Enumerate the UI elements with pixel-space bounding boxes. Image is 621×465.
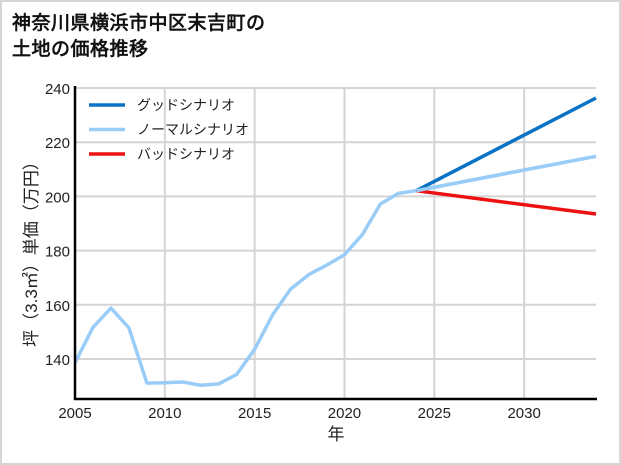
legend-label: ノーマルシナリオ bbox=[137, 122, 249, 138]
series-line bbox=[416, 188, 597, 216]
x-tick-label: 2015 bbox=[238, 405, 271, 422]
x-tick-label: 2025 bbox=[418, 405, 451, 422]
y-tick-label: 200 bbox=[45, 189, 70, 206]
series-line bbox=[73, 154, 597, 388]
y-axis-label: 坪（3.3㎡）単価（万円） bbox=[22, 153, 41, 347]
data-series bbox=[73, 96, 597, 388]
y-tick-label: 240 bbox=[45, 81, 70, 98]
series-line bbox=[415, 96, 597, 193]
x-axis-label: 年 bbox=[328, 425, 345, 444]
y-tick-label: 180 bbox=[45, 244, 70, 261]
y-tick-label: 220 bbox=[45, 135, 70, 152]
legend-label: バッドシナリオ bbox=[137, 146, 235, 162]
y-tick-label: 140 bbox=[45, 352, 70, 369]
legend-label: グッドシナリオ bbox=[137, 97, 235, 113]
x-tick-label: 2005 bbox=[58, 405, 91, 422]
x-tick-label: 2010 bbox=[148, 405, 181, 422]
chart-title: 神奈川県横浜市中区末吉町の 土地の価格推移 bbox=[12, 12, 266, 60]
x-tick-label: 2030 bbox=[507, 405, 540, 422]
series-line-normal-projection bbox=[416, 154, 597, 193]
x-tick-labels: 2005 2010 2015 2020 2025 2030 bbox=[58, 405, 541, 422]
y-tick-label: 160 bbox=[45, 298, 70, 315]
y-tick-labels: 140 160 180 200 220 240 bbox=[45, 81, 70, 369]
axes bbox=[73, 86, 597, 401]
x-tick-label: 2020 bbox=[328, 405, 361, 422]
